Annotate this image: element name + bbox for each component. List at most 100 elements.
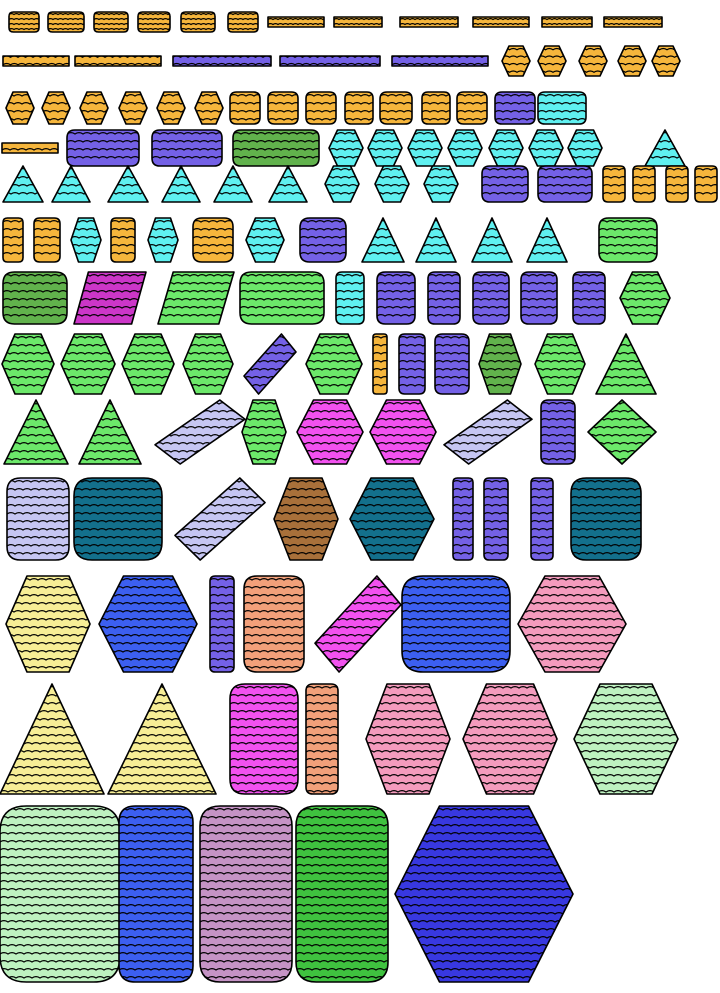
maze-line — [230, 118, 260, 121]
maze-line — [377, 306, 415, 309]
maze-line — [242, 426, 286, 429]
maze-line — [402, 618, 510, 621]
maze-line — [7, 480, 69, 483]
maze-line — [200, 960, 292, 963]
maze-line — [193, 220, 233, 223]
maze-line — [599, 244, 657, 247]
tile-square-orange — [421, 91, 451, 125]
maze-line — [518, 634, 626, 637]
maze-line — [119, 848, 193, 851]
tile-outline — [107, 683, 217, 795]
maze-line — [9, 13, 39, 16]
maze-line — [0, 848, 120, 851]
maze-line — [230, 782, 298, 785]
maze-line — [350, 496, 434, 499]
maze-line — [502, 55, 530, 58]
maze-line — [0, 782, 104, 785]
tile-outline — [501, 45, 531, 77]
maze-line — [422, 110, 450, 113]
maze-line — [296, 904, 388, 907]
maze-line — [34, 252, 60, 255]
maze-line — [244, 586, 304, 589]
tile-hex-green_light — [619, 271, 671, 325]
maze-line — [173, 62, 271, 66]
tile-outline — [213, 165, 253, 203]
maze-line — [377, 274, 415, 277]
tile-outline — [60, 333, 116, 395]
tile-outline — [79, 91, 109, 125]
tile-outline — [107, 165, 149, 203]
maze-line — [375, 184, 409, 187]
maze-line — [428, 298, 460, 301]
maze-line — [230, 686, 298, 689]
tile-square-lavender — [6, 477, 70, 561]
tile-outline — [51, 165, 91, 203]
maze-line — [380, 102, 412, 105]
maze-line — [296, 936, 388, 939]
tile-tall-purple — [540, 399, 576, 465]
maze-line — [233, 156, 319, 159]
maze-line — [538, 184, 592, 187]
tile-outline — [41, 91, 71, 125]
maze-line — [373, 352, 387, 355]
maze-line — [366, 750, 450, 753]
tile-outline — [488, 129, 524, 167]
maze-line — [336, 298, 364, 301]
maze-line — [652, 62, 680, 66]
maze-line — [457, 110, 487, 113]
tile-outline — [567, 129, 603, 167]
tile-hex-green_light — [121, 333, 175, 395]
maze-line — [435, 376, 469, 379]
maze-line — [350, 512, 434, 515]
maze-line — [157, 110, 185, 113]
tile-bar-orange — [603, 16, 663, 28]
maze-line — [306, 726, 338, 729]
maze-line — [463, 726, 557, 729]
tile-outline — [481, 165, 529, 203]
maze-line — [183, 368, 233, 371]
tile-tall-pink_bright — [229, 683, 299, 795]
maze-line — [392, 71, 490, 72]
maze-line — [111, 236, 135, 239]
maze-line — [246, 236, 284, 239]
tile-hex-cyan — [367, 129, 403, 167]
maze-line — [306, 360, 362, 363]
maze-line — [392, 62, 488, 66]
maze-line — [435, 336, 469, 339]
maze-line — [306, 782, 338, 785]
maze-line — [300, 252, 346, 255]
maze-line — [230, 774, 298, 777]
tile-outline — [517, 575, 627, 673]
tile-hex-cyan — [488, 129, 524, 167]
tile-triangle-cyan — [2, 165, 44, 203]
maze-line — [210, 626, 234, 629]
maze-line — [306, 790, 338, 793]
tile-outline — [182, 333, 234, 395]
maze-line — [2, 141, 58, 142]
maze-line — [296, 952, 388, 955]
maze-line — [296, 976, 388, 979]
maze-line — [603, 184, 625, 187]
tile-outline — [401, 575, 511, 673]
maze-line — [345, 110, 373, 113]
maze-line — [645, 156, 685, 159]
maze-line — [521, 314, 557, 317]
tile-outline — [314, 575, 402, 673]
tile-square-orange — [93, 11, 129, 33]
maze-line — [599, 252, 657, 255]
maze-line — [274, 520, 338, 523]
maze-line — [7, 552, 69, 555]
maze-line — [210, 594, 234, 597]
maze-line — [571, 512, 641, 515]
maze-line — [162, 192, 200, 195]
tile-outline — [1, 333, 55, 395]
maze-line — [370, 426, 436, 429]
tile-bar-purple — [391, 55, 490, 72]
maze-line — [195, 110, 223, 113]
tile-outline — [372, 333, 388, 395]
maze-line — [122, 368, 174, 371]
maze-line — [531, 488, 553, 491]
maze-line — [633, 176, 655, 179]
maze-line — [74, 306, 146, 309]
tile-square-orange — [137, 11, 171, 33]
